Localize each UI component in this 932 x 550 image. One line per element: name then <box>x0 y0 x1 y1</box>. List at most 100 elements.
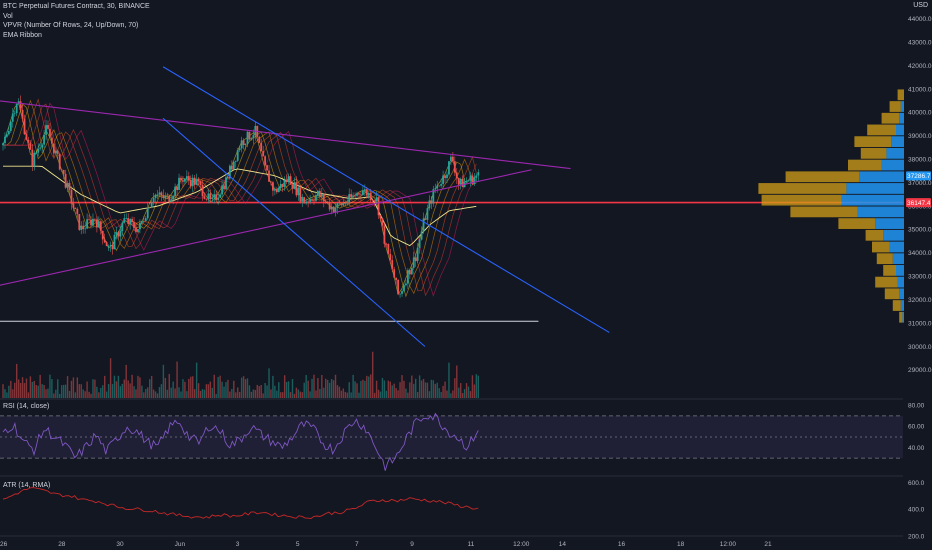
time-axis-tick: 30 <box>116 541 124 548</box>
candle-body <box>317 190 319 196</box>
candle-body <box>273 189 276 191</box>
rsi-pane-label[interactable]: RSI (14, close) <box>3 403 50 410</box>
candle-body <box>156 194 159 196</box>
candle-body <box>258 136 261 143</box>
vpvr-up-bar <box>892 253 904 265</box>
candle-body <box>342 203 345 206</box>
volume-bar <box>295 387 298 398</box>
candle-body <box>205 198 208 200</box>
candle-body <box>365 189 368 196</box>
ema-ribbon-label[interactable]: EMA Ribbon <box>3 31 42 39</box>
candle-body <box>309 199 311 202</box>
candle-body <box>150 202 153 208</box>
candle-body <box>140 220 143 223</box>
vpvr-indicator-label[interactable]: VPVR (Number Of Rows, 24, Up/Down, 70) <box>3 22 139 29</box>
volume-bar <box>76 377 79 398</box>
candle-body <box>43 134 45 145</box>
price-axis-tick: 31000.0 <box>908 320 932 327</box>
vpvr-down-bar <box>892 300 901 311</box>
candle-body <box>11 113 14 122</box>
vpvr-up-bar <box>896 265 904 276</box>
volume-bar <box>25 378 28 398</box>
volume-bar <box>68 390 71 398</box>
vpvr-up-bar <box>857 206 904 218</box>
candle-body <box>174 186 177 196</box>
volume-bar <box>96 386 98 398</box>
candle-body <box>242 140 245 145</box>
volume-bar <box>199 390 202 398</box>
volume-bar <box>209 381 212 398</box>
candle-body <box>410 267 413 275</box>
candle-body <box>49 128 51 138</box>
candle-body <box>289 176 292 185</box>
trend-line-channel-bottom <box>162 117 426 347</box>
candle-body <box>19 101 22 110</box>
volume-bar <box>174 388 176 398</box>
volume-bar <box>57 379 59 398</box>
candle-body <box>78 214 81 230</box>
volume-bar <box>270 389 272 398</box>
candle-body <box>383 225 386 244</box>
time-axis-tick: 5 <box>296 541 300 548</box>
candle-body <box>397 279 400 295</box>
candle-body <box>332 206 335 213</box>
candle-body <box>66 182 69 188</box>
candle-body <box>248 131 251 140</box>
vpvr-down-bar <box>884 288 900 300</box>
candle-body <box>6 134 8 137</box>
symbol-title[interactable]: BTC Perpetual Futures Contract, 30, BINA… <box>3 3 150 10</box>
volume-bar <box>64 384 67 398</box>
candle-body <box>322 194 325 202</box>
volume-indicator-label[interactable]: Vol <box>3 12 13 20</box>
volume-bar <box>438 388 440 398</box>
candle-body <box>395 277 398 280</box>
price-axis-tick: 42000.0 <box>908 63 932 70</box>
volume-bar <box>53 393 55 398</box>
candle-body <box>39 147 42 149</box>
volume-bar <box>432 380 435 398</box>
volume-bar <box>150 375 153 398</box>
candle-body <box>375 197 378 202</box>
candle-body <box>461 178 464 188</box>
volume-bar <box>317 378 319 398</box>
volume-bar <box>23 383 26 398</box>
candle-body <box>201 184 204 197</box>
volume-bar <box>340 390 343 398</box>
candle-body <box>459 178 462 185</box>
candle-body <box>266 165 268 171</box>
volume-bar <box>405 388 407 398</box>
candle-body <box>178 177 180 191</box>
ema-slow-line <box>3 165 477 247</box>
candle-body <box>127 218 130 224</box>
volume-bar <box>309 391 311 398</box>
volume-bar <box>342 388 345 398</box>
volume-bar <box>8 385 10 398</box>
volume-bar <box>328 382 331 398</box>
volume-bar <box>248 385 251 398</box>
volume-bar <box>325 378 327 398</box>
time-axis-tick: 3 <box>236 541 240 548</box>
volume-bar <box>111 384 114 398</box>
volume-bar <box>299 391 302 398</box>
ema-ribbon-line <box>3 103 477 298</box>
volume-bar <box>231 388 233 398</box>
candle-body <box>4 136 6 144</box>
volume-bar <box>276 390 278 398</box>
volume-bar <box>84 391 86 398</box>
volume-bar <box>70 380 73 398</box>
candle-body <box>389 254 392 261</box>
vpvr-down-bar <box>889 101 901 112</box>
candle-body <box>236 150 239 161</box>
volume-bar <box>4 389 6 398</box>
candle-body <box>268 170 270 182</box>
volume-bar <box>98 392 100 398</box>
candle-body <box>195 179 198 185</box>
atr-pane-label[interactable]: ATR (14, RMA) <box>3 482 51 489</box>
candle-body <box>90 219 92 226</box>
price-tag-label: 37286.7 <box>907 173 931 180</box>
volume-bar <box>266 385 268 398</box>
volume-bar <box>244 379 247 398</box>
volume-bar <box>362 379 364 398</box>
candle-body <box>240 140 243 149</box>
